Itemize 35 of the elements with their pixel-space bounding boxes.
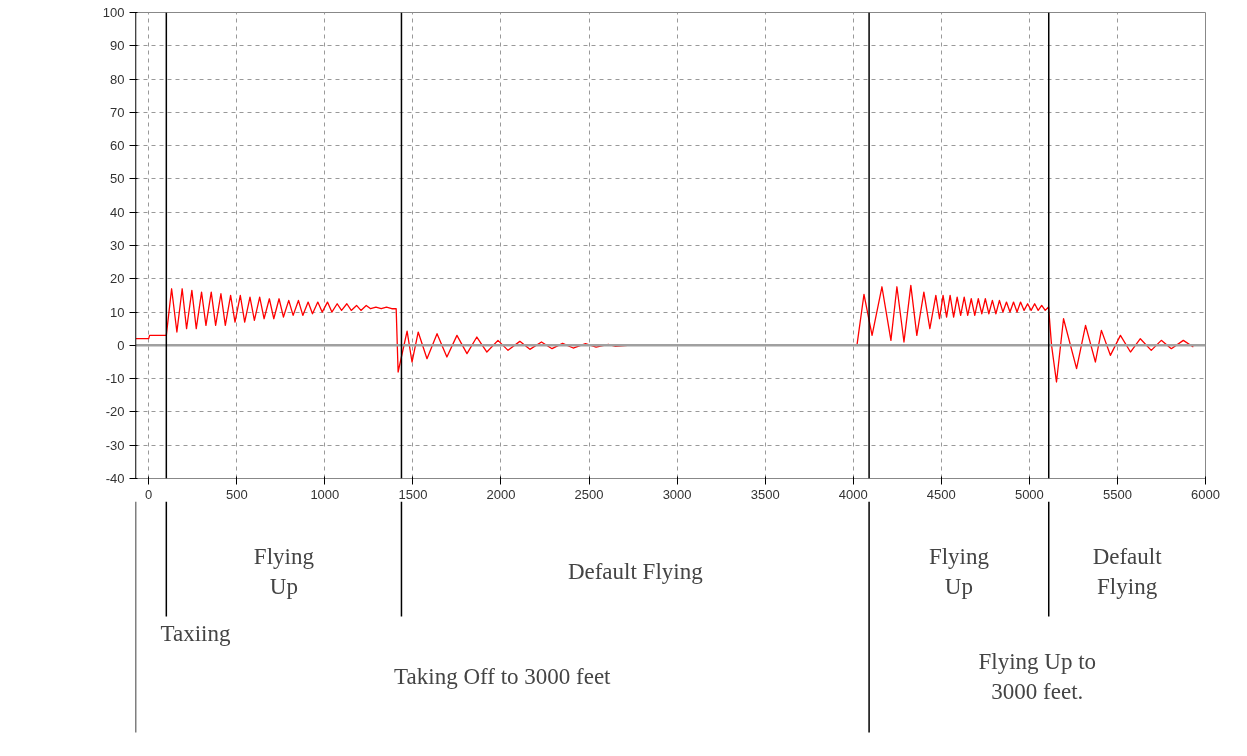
x-tick-label: 4500 [926, 486, 956, 502]
y-tick-label: 60 [110, 138, 125, 154]
text: Taxiing [160, 621, 231, 646]
text: Flying Up to 3000 feet. [978, 649, 1097, 704]
text: Flying Up [253, 544, 315, 599]
y-tick-label: -20 [105, 404, 125, 420]
y-tick-label: 40 [110, 204, 125, 220]
y-tick-label: -40 [105, 471, 125, 486]
x-tick-label: 5000 [1014, 486, 1044, 502]
y-tick-label: 50 [110, 171, 125, 187]
y-tick-label: 90 [110, 38, 125, 54]
text: Flying Up [928, 544, 990, 599]
text: Taking Off to 3000 feet [394, 664, 612, 689]
y-tick-label: -10 [105, 371, 125, 387]
x-tick-label: 3500 [750, 486, 780, 502]
y-tick-label: 10 [110, 304, 125, 320]
x-tick-label: 1500 [398, 486, 428, 502]
text: Default Flying [567, 559, 704, 584]
x-tick-label: 5500 [1102, 486, 1132, 502]
x-tick-label: 1000 [310, 486, 340, 502]
y-tick-label: 100 [102, 5, 125, 20]
x-tick-label: 500 [225, 486, 248, 502]
y-tick-label: 30 [110, 238, 125, 253]
y-tick-label: 80 [110, 71, 125, 87]
x-tick-label: 2500 [574, 486, 604, 502]
x-tick-label: 3000 [662, 486, 692, 502]
text: Default Flying [1092, 544, 1163, 599]
x-tick-label: 2000 [486, 486, 516, 502]
y-tick-label: 0 [117, 337, 125, 353]
y-tick-label: -30 [105, 437, 125, 453]
x-tick-label: 0 [145, 486, 153, 502]
x-tick-label: 6000 [1191, 486, 1220, 502]
y-tick-label: 70 [110, 104, 125, 120]
x-tick-label: 4000 [838, 486, 868, 502]
y-tick-label: 20 [110, 271, 125, 287]
